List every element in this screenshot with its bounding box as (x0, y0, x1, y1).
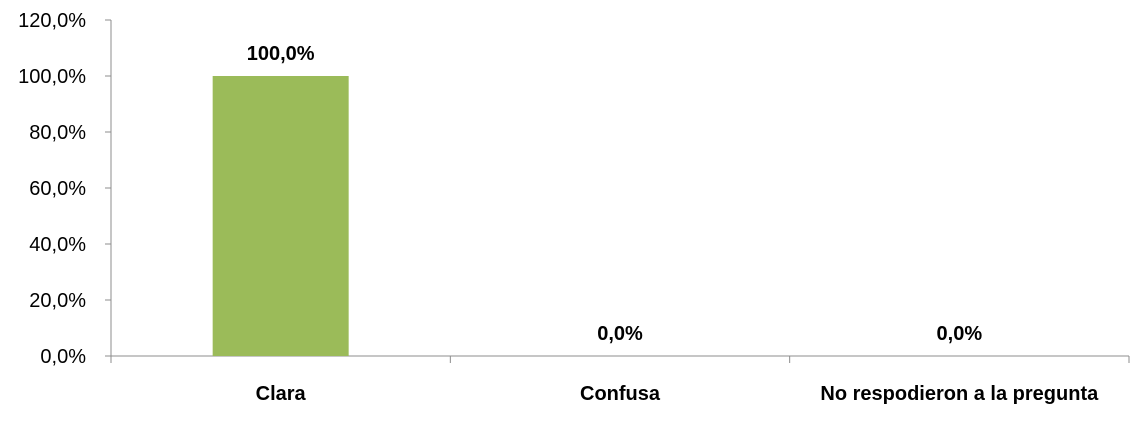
y-tick-label: 80,0% (29, 122, 86, 144)
y-tick-label: 20,0% (29, 290, 86, 312)
data-label: 100,0% (247, 43, 315, 65)
y-tick-label: 120,0% (18, 10, 86, 32)
y-tick-label: 60,0% (29, 178, 86, 200)
x-category-label: No respodieron a la pregunta (820, 383, 1099, 405)
y-tick-label: 100,0% (18, 66, 86, 88)
bar-clara (212, 76, 349, 356)
y-tick-label: 40,0% (29, 234, 86, 256)
y-axis: 0,0% 20,0% 40,0% 60,0% 80,0% 100,0% 120,0% (18, 10, 112, 368)
x-axis: Clara Confusa No respodieron a la pregunta (105, 355, 1130, 405)
x-category-label: Confusa (580, 383, 661, 405)
data-labels: 100,0% 0,0% 0,0% (247, 43, 983, 345)
y-tick-label: 0,0% (40, 346, 86, 368)
bars (212, 76, 349, 356)
data-label: 0,0% (937, 323, 983, 345)
data-label: 0,0% (597, 323, 643, 345)
x-category-label: Clara (256, 383, 307, 405)
